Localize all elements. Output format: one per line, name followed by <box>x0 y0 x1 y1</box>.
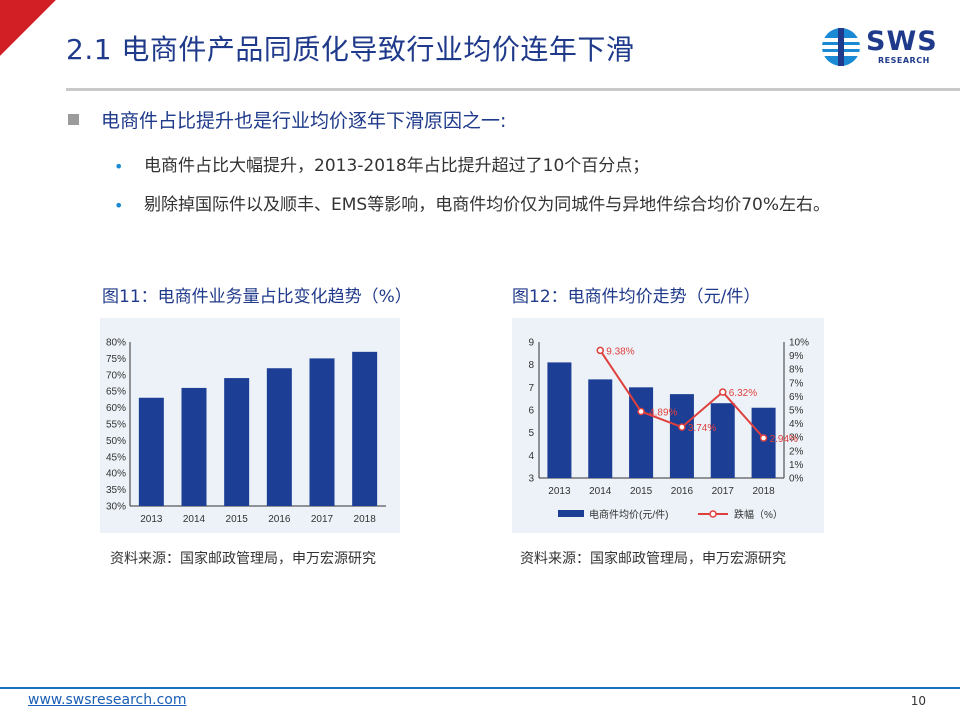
data-label: 9.38% <box>606 346 634 357</box>
left-y-tick-label: 8 <box>528 360 534 371</box>
figure-12-title: 图12：电商件均价走势（元/件） <box>512 287 761 307</box>
figure-11-source: 资料来源：国家邮政管理局，申万宏源研究 <box>110 551 376 567</box>
y-tick-label: 30% <box>106 502 126 513</box>
line-point <box>637 407 645 416</box>
sws-logo: SWS RESEARCH <box>820 24 942 72</box>
right-y-tick-label: 9% <box>789 351 804 362</box>
main-bullet: 电商件占比提升也是行业均价逐年下滑原因之一: <box>68 106 506 133</box>
x-tick-label: 2015 <box>226 514 249 525</box>
right-y-tick-label: 1% <box>789 460 804 471</box>
bar <box>547 362 572 478</box>
page-title: 2.1 电商件产品同质化导致行业均价连年下滑 <box>66 33 635 66</box>
bar <box>751 407 776 478</box>
legend-bar-label: 电商件均价(元/件) <box>589 508 668 521</box>
legend-line-label: 跌幅（%） <box>734 508 783 521</box>
bar <box>669 394 694 478</box>
x-tick-label: 2018 <box>354 514 377 525</box>
left-y-tick-label: 6 <box>528 406 534 417</box>
x-tick-label: 2015 <box>630 486 653 497</box>
y-tick-label: 55% <box>106 420 126 431</box>
x-tick-label: 2016 <box>671 486 694 497</box>
y-tick-label: 40% <box>106 469 126 480</box>
right-y-tick-label: 0% <box>789 474 804 485</box>
bar <box>710 403 735 478</box>
line-point <box>719 388 727 396</box>
bar <box>629 387 654 478</box>
legend-bar-swatch <box>558 510 584 517</box>
title-divider <box>66 88 960 91</box>
dot-bullet-icon: • <box>114 196 124 215</box>
sub-bullet-list: • 电商件占比大幅提升，2013-2018年占比提升超过了10个百分点； • 剔… <box>114 152 924 230</box>
sub-bullet-text: 电商件占比大幅提升，2013-2018年占比提升超过了10个百分点； <box>144 156 650 176</box>
right-y-tick-label: 8% <box>789 365 804 376</box>
footer-divider <box>0 687 960 689</box>
data-label: 2.94% <box>770 434 798 445</box>
right-y-tick-label: 5% <box>789 406 804 417</box>
x-tick-label: 2013 <box>140 514 163 525</box>
legend-line-marker <box>709 510 717 518</box>
left-y-tick-label: 4 <box>528 451 534 462</box>
left-y-tick-label: 3 <box>528 474 534 485</box>
line-point <box>596 346 604 355</box>
x-tick-label: 2017 <box>712 486 735 497</box>
left-y-tick-label: 5 <box>528 428 534 439</box>
left-y-tick-label: 9 <box>528 338 534 349</box>
y-tick-label: 60% <box>106 403 126 414</box>
right-y-tick-label: 7% <box>789 378 804 389</box>
sub-bullet-item: • 电商件占比大幅提升，2013-2018年占比提升超过了10个百分点； <box>114 152 924 181</box>
right-y-tick-label: 4% <box>789 419 804 430</box>
x-tick-label: 2016 <box>268 514 291 525</box>
data-label: 6.32% <box>729 388 757 399</box>
y-tick-label: 50% <box>106 436 126 447</box>
right-y-tick-label: 6% <box>789 392 804 403</box>
y-tick-label: 75% <box>106 354 126 365</box>
x-tick-label: 2014 <box>589 486 612 497</box>
right-y-tick-label: 2% <box>789 446 804 457</box>
right-y-tick-label: 3% <box>789 433 804 444</box>
logo-text: SWS <box>866 26 938 57</box>
y-tick-label: 35% <box>106 485 126 496</box>
x-tick-label: 2017 <box>311 514 334 525</box>
y-tick-label: 45% <box>106 452 126 463</box>
footer-website-link[interactable]: www.swsresearch.com <box>28 692 187 708</box>
figure-11-title: 图11：电商件业务量占比变化趋势（%） <box>102 287 412 307</box>
corner-decoration <box>0 0 70 70</box>
left-y-tick-label: 7 <box>528 383 534 394</box>
bar <box>181 387 207 506</box>
y-tick-label: 70% <box>106 370 126 381</box>
line-point <box>678 423 686 431</box>
x-tick-label: 2018 <box>752 486 775 497</box>
logo-globe-icon <box>822 28 860 66</box>
bar <box>588 379 613 478</box>
line-point <box>759 434 768 442</box>
bar <box>224 378 250 506</box>
y-tick-label: 80% <box>106 338 126 349</box>
logo-subtext: RESEARCH <box>878 56 930 65</box>
bar <box>352 351 378 506</box>
price-combo-chart: 3 4 5 6 7 8 9 0% 1% 2% 3% 4% 5% 6% 7% 8% 9% 10% 2013 2014 20… <box>512 318 824 533</box>
page-number: 10 <box>910 694 926 708</box>
bar <box>266 368 292 506</box>
bar <box>309 358 335 506</box>
sub-bullet-item: • 剔除掉国际件以及顺丰、EMS等影响，电商件均价仅为同城件与异地件综合均价70… <box>114 191 924 220</box>
share-bar-chart: 30% 35% 40% 45% 50% 55% 60% 65% 70% 75% 80% 2013 201… <box>100 318 400 533</box>
data-label: 4.89% <box>649 407 677 418</box>
figure-12-source: 资料来源：国家邮政管理局，申万宏源研究 <box>520 551 786 567</box>
y-tick-label: 65% <box>106 387 126 398</box>
x-tick-label: 2014 <box>183 514 206 525</box>
bar <box>138 397 164 506</box>
main-bullet-text: 电商件占比提升也是行业均价逐年下滑原因之一: <box>101 110 507 132</box>
data-label: 3.74% <box>688 423 716 434</box>
dot-bullet-icon: • <box>114 157 124 176</box>
right-y-tick-label: 10% <box>789 338 809 349</box>
square-bullet-icon <box>68 114 79 125</box>
x-tick-label: 2013 <box>548 486 571 497</box>
sub-bullet-text: 剔除掉国际件以及顺丰、EMS等影响，电商件均价仅为同城件与异地件综合均价70%左… <box>144 195 830 215</box>
